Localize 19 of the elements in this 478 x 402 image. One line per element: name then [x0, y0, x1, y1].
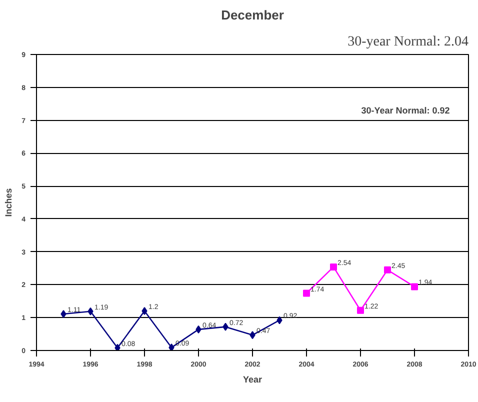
point [330, 263, 337, 270]
point [222, 322, 228, 331]
annotation: 30-Year Normal: 0.92 [361, 105, 450, 116]
point [88, 307, 94, 316]
text: 30-year Normal: 2.04 [348, 34, 469, 50]
point [196, 325, 202, 334]
point [276, 316, 282, 324]
point [303, 290, 310, 297]
point [114, 344, 120, 350]
x-axis-title: Year [242, 374, 263, 384]
point [411, 283, 418, 290]
point [60, 310, 66, 318]
point [250, 331, 256, 340]
chart-title: December [221, 8, 284, 22]
point [357, 306, 364, 314]
point [142, 307, 148, 316]
point [384, 266, 391, 274]
point [168, 344, 174, 350]
y-axis-title: Inches [4, 188, 14, 217]
